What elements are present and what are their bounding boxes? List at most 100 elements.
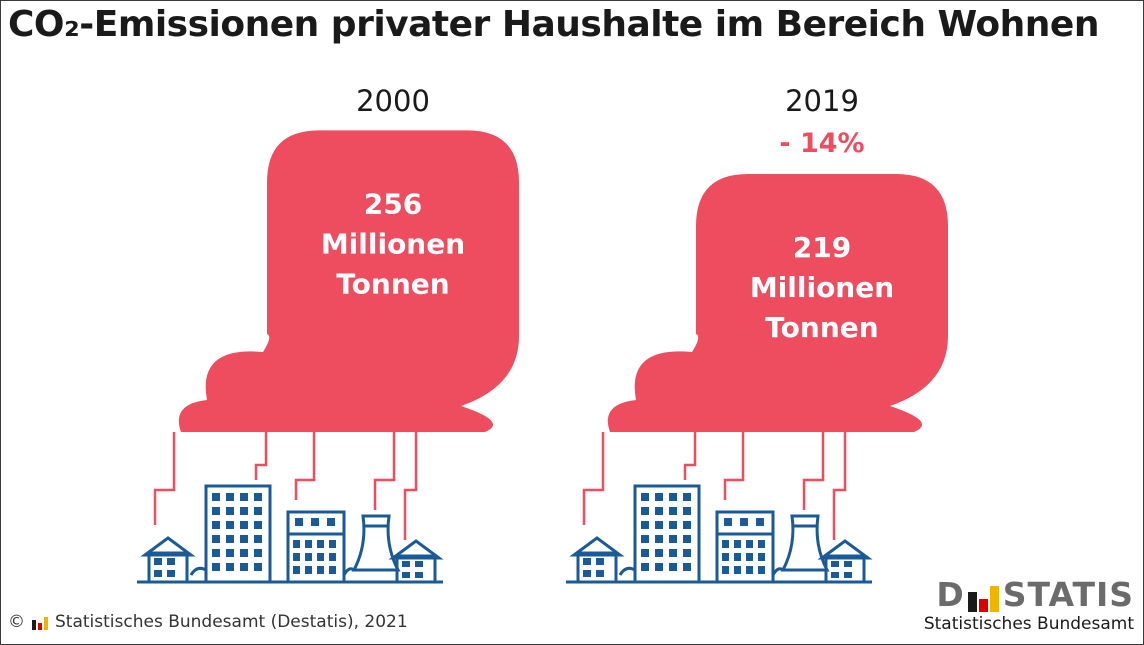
pipe — [618, 566, 636, 576]
window — [722, 553, 729, 561]
window — [212, 521, 220, 529]
pipe — [771, 567, 784, 576]
window — [226, 563, 234, 571]
window — [415, 572, 423, 578]
window — [722, 540, 729, 548]
window — [734, 566, 741, 574]
window — [402, 572, 410, 578]
window — [295, 518, 303, 526]
window — [167, 570, 175, 577]
window — [212, 535, 220, 543]
window — [293, 553, 300, 561]
window — [758, 553, 765, 561]
window — [311, 518, 319, 526]
cloud-unit-2019-line2: Tonnen — [765, 311, 878, 344]
window — [746, 540, 753, 548]
window — [596, 570, 604, 577]
window — [734, 540, 741, 548]
window — [212, 563, 220, 571]
window — [226, 535, 234, 543]
window — [240, 535, 248, 543]
tall-tower — [633, 484, 701, 584]
window — [305, 566, 312, 574]
window — [317, 540, 324, 548]
window — [844, 572, 852, 578]
window — [240, 493, 248, 501]
window — [293, 566, 300, 574]
window — [329, 540, 336, 548]
window — [722, 566, 729, 574]
window — [758, 540, 765, 548]
window — [254, 549, 262, 557]
cloud-shape-2000 — [178, 130, 519, 432]
cloud-unit-2000-line1: Millionen — [321, 227, 465, 260]
window — [167, 558, 175, 565]
window — [724, 518, 732, 526]
window — [317, 553, 324, 561]
window — [305, 540, 312, 548]
window — [655, 549, 663, 557]
smoke-line — [254, 432, 268, 480]
window — [740, 518, 748, 526]
house-roof — [569, 536, 625, 557]
window — [240, 521, 248, 529]
window — [655, 563, 663, 571]
source-text: Statistisches Bundesamt (Destatis), 2021 — [55, 612, 408, 632]
window — [154, 558, 162, 565]
cooling-tower — [780, 514, 830, 572]
window — [641, 493, 649, 501]
window — [669, 493, 677, 501]
window — [669, 563, 677, 571]
window — [655, 493, 663, 501]
house-roof — [140, 536, 196, 557]
pipe — [189, 566, 207, 576]
window — [831, 561, 839, 567]
window — [655, 535, 663, 543]
window — [641, 563, 649, 571]
cooling-tower — [351, 514, 401, 572]
destatis-bars-icon — [32, 617, 48, 630]
window — [329, 553, 336, 561]
window — [746, 553, 753, 561]
copyright-symbol: © — [8, 612, 25, 632]
window — [212, 507, 220, 515]
smoke-line — [373, 432, 396, 510]
window — [683, 493, 691, 501]
window — [655, 507, 663, 515]
window — [415, 561, 423, 567]
smoke-line — [403, 432, 418, 540]
window — [402, 561, 410, 567]
cloud-bar-2019: 219 Millionen Tonnen — [607, 174, 948, 432]
house-left — [576, 551, 618, 584]
window — [669, 507, 677, 515]
window — [669, 521, 677, 529]
pipe — [342, 567, 355, 576]
smoke-line — [294, 432, 316, 500]
window — [226, 521, 234, 529]
cloud-value-2019: 219 — [793, 231, 851, 264]
mid-building — [715, 510, 775, 584]
cloud-unit-2019-line1: Millionen — [750, 271, 894, 304]
window — [669, 535, 677, 543]
window — [683, 521, 691, 529]
window — [327, 518, 335, 526]
window — [329, 566, 336, 574]
window — [254, 493, 262, 501]
window — [226, 549, 234, 557]
window — [758, 566, 765, 574]
window — [226, 507, 234, 515]
window — [641, 535, 649, 543]
change-label: - 14% — [779, 128, 864, 159]
window — [734, 553, 741, 561]
window — [683, 563, 691, 571]
window — [212, 549, 220, 557]
cloud-value-2000: 256 — [364, 187, 422, 220]
cloud-unit-2000-line2: Tonnen — [336, 267, 449, 300]
city-illustration-2019 — [566, 432, 873, 584]
window — [641, 549, 649, 557]
window — [583, 570, 591, 577]
city-illustration-2000 — [137, 432, 444, 584]
window — [154, 570, 162, 577]
